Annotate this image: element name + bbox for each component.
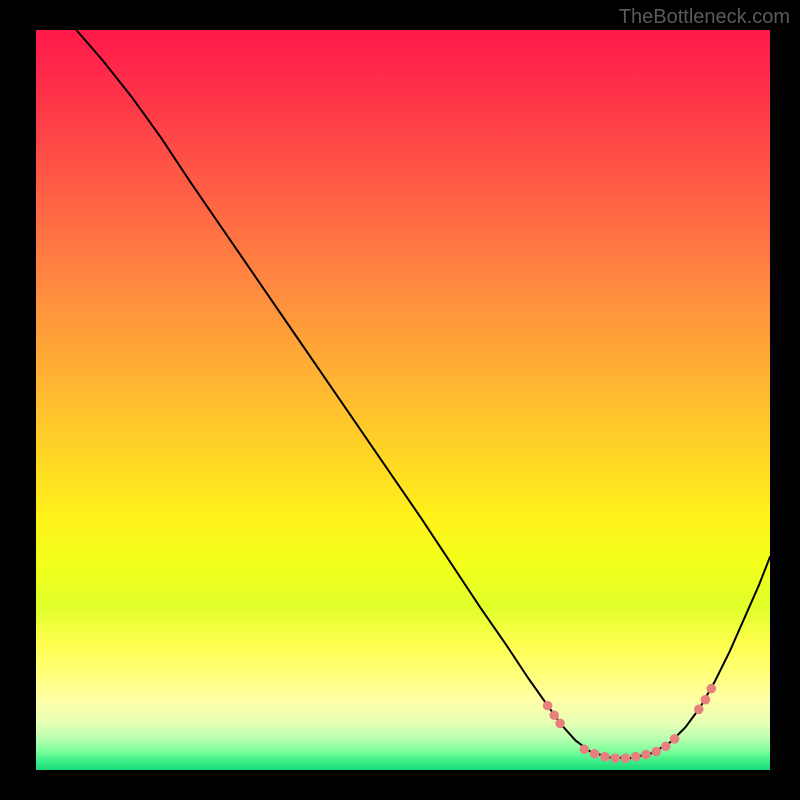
chart-container: TheBottleneck.com [0,0,800,800]
plot-area [36,30,770,770]
gradient-background [36,30,770,770]
watermark-text: TheBottleneck.com [619,6,790,29]
